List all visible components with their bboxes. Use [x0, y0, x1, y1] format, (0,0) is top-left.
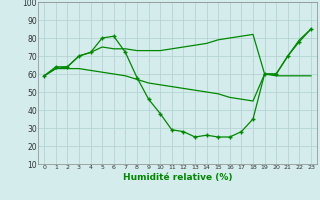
X-axis label: Humidité relative (%): Humidité relative (%) [123, 173, 232, 182]
